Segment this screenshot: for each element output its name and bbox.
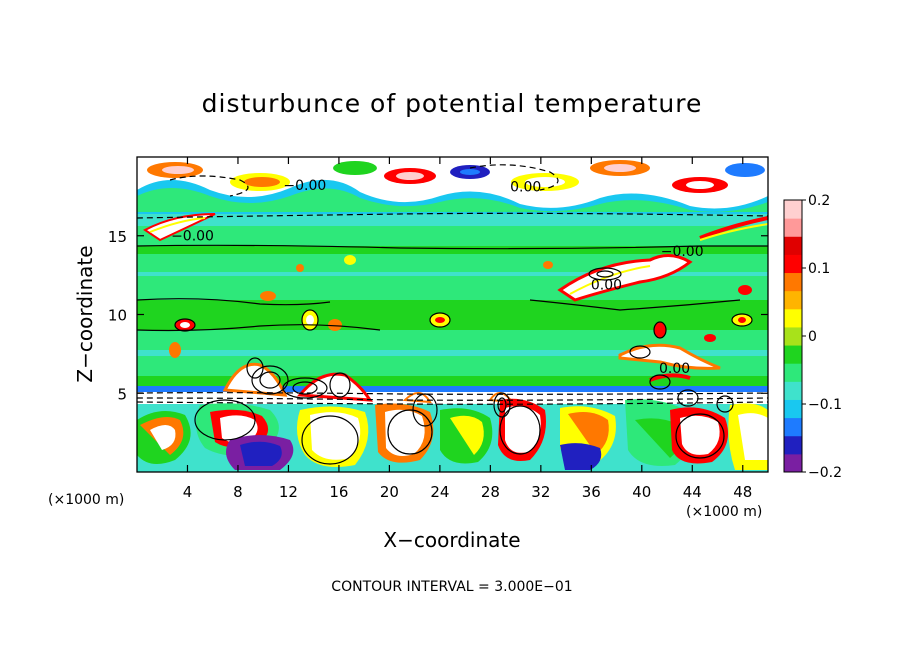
colorbar-swatch	[784, 381, 802, 400]
colorbar-swatch	[784, 363, 802, 382]
x-tick-label: 8	[233, 483, 243, 501]
x-axis: 4 8 12 16 20 24 28 32 36 40 44 48	[183, 157, 752, 501]
colorbar-tick-label: −0.2	[808, 465, 842, 481]
mid-green-band-1	[137, 246, 768, 254]
x-tick-label: 24	[430, 483, 449, 501]
y-tick-label: 5	[117, 385, 127, 403]
colorbar-swatch	[784, 326, 802, 346]
upper-turbulence	[137, 160, 768, 242]
colorbar-swatch	[784, 453, 802, 473]
x-tick-label: 28	[481, 483, 500, 501]
mid-cyan-line-1	[137, 272, 768, 276]
mid-green-band-2	[137, 300, 768, 330]
colorbar-swatch	[784, 218, 802, 237]
contour-label: −0.00	[283, 178, 326, 194]
x-tick-label: 32	[531, 483, 550, 501]
colorbar-swatch	[784, 290, 802, 310]
y-axis-label: Z−coordinate	[73, 245, 97, 382]
lower-inversion-band	[137, 386, 768, 392]
lower-white-band	[137, 392, 768, 404]
y-tick-label: 10	[108, 307, 127, 325]
colorbar-swatch	[784, 200, 802, 219]
x-tick-label: 16	[329, 483, 348, 501]
colorbar-swatch	[784, 417, 802, 437]
colorbar-swatch	[784, 272, 802, 292]
x-tick-label: 4	[183, 483, 193, 501]
x-unit-left: (×1000 m)	[48, 492, 124, 508]
colorbar-swatch	[784, 236, 802, 255]
colorbar-swatch	[784, 345, 802, 364]
heatmap-field	[137, 157, 768, 472]
upper-green-band	[137, 226, 768, 246]
colorbar-tick-label: −0.1	[808, 397, 842, 413]
x-tick-label: 40	[632, 483, 651, 501]
colorbar-tick-label: 0.2	[808, 193, 830, 209]
colorbar-swatch	[784, 399, 802, 419]
x-unit-right: (×1000 m)	[686, 504, 762, 520]
x-tick-label: 48	[733, 483, 752, 501]
contour-label: −0.00	[171, 228, 214, 244]
contour-label-layer: −0.00 −0.00 0.00 −0.00 0.00 0.00	[171, 178, 704, 377]
x-tick-label: 44	[683, 483, 702, 501]
colorbar-tick-label: 0.1	[808, 261, 830, 277]
x-axis-label: X−coordinate	[383, 528, 520, 552]
y-tick-label: 15	[108, 228, 127, 246]
contour-label: 0.00	[591, 277, 622, 293]
contour-label: 0.00	[659, 361, 690, 377]
mid-plumes	[169, 254, 752, 382]
colorbar-tick-label: 0	[808, 329, 817, 345]
contour-interval-note: CONTOUR INTERVAL = 3.000E−01	[331, 579, 572, 595]
chart-title: disturbunce of potential temperature	[202, 89, 703, 118]
colorbar-swatch	[784, 435, 802, 455]
colorbar: −0.2 −0.1 0 0.1 0.2	[783, 193, 842, 481]
lower-green-band-2	[137, 376, 768, 386]
contour-label: −0.00	[661, 244, 704, 260]
contour-lines	[137, 164, 768, 465]
x-tick-label: 36	[582, 483, 601, 501]
contour-label: 0.00	[510, 180, 541, 196]
x-tick-label: 12	[279, 483, 298, 501]
mid-cyan-line-2	[137, 350, 768, 356]
y-axis: 5 10 15	[108, 228, 768, 403]
x-tick-label: 20	[380, 483, 399, 501]
boundary-layer-turbulence	[137, 398, 768, 470]
lower-green-band	[137, 356, 768, 376]
colorbar-swatch	[784, 254, 802, 274]
colorbar-swatch	[784, 308, 802, 328]
upper-cyan-band	[137, 214, 768, 226]
